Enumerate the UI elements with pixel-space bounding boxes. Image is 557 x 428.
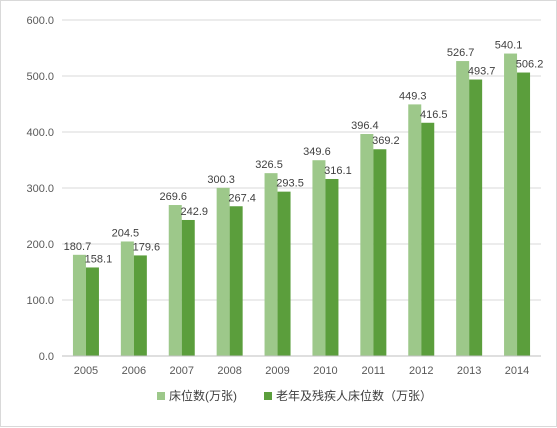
y-tick-label: 100.0	[26, 295, 54, 307]
data-label-series-1: 540.1	[495, 40, 523, 52]
bar-series-2	[517, 72, 531, 356]
y-tick-label: 200.0	[26, 239, 54, 251]
bar-series-2	[181, 219, 195, 356]
x-tick-label: 2005	[74, 365, 98, 377]
x-tick-label: 2011	[362, 365, 386, 377]
x-tick-label: 2008	[217, 365, 241, 377]
x-tick-label: 2012	[409, 365, 433, 377]
data-label-series-1: 526.7	[447, 47, 475, 59]
bar-series-2	[421, 122, 435, 356]
data-label-series-2: 316.1	[324, 165, 352, 177]
bar-series-2	[229, 206, 243, 356]
bar-series-1	[456, 61, 470, 356]
bar-series-2	[325, 178, 339, 356]
data-label-series-1: 349.6	[303, 146, 331, 158]
x-tick-label: 2006	[122, 365, 146, 377]
x-tick-label: 2009	[265, 365, 289, 377]
x-tick-label: 2013	[457, 365, 481, 377]
data-label-series-1: 204.5	[112, 227, 140, 239]
bar-series-2	[133, 255, 147, 356]
bar-series-1	[360, 134, 374, 356]
legend-swatch-series-2	[264, 392, 272, 400]
data-label-series-2: 293.5	[276, 178, 304, 190]
legend-swatch-series-1	[157, 392, 165, 400]
bar-series-1	[504, 53, 518, 356]
data-label-series-1: 396.4	[351, 120, 379, 132]
bar-series-1	[168, 205, 182, 356]
data-label-series-2: 416.5	[420, 109, 448, 121]
data-label-series-2: 506.2	[516, 59, 544, 71]
data-label-series-2: 179.6	[133, 241, 161, 253]
data-label-series-1: 326.5	[255, 159, 283, 171]
y-tick-label: 600.0	[26, 15, 54, 27]
legend-label-series-2: 老年及残疾人床位数（万张）	[276, 388, 432, 403]
bars	[72, 53, 531, 356]
legend: 床位数(万张) 老年及残疾人床位数（万张）	[157, 388, 432, 403]
x-tick-label: 2007	[170, 365, 194, 377]
data-label-series-2: 242.9	[180, 206, 208, 218]
bar-series-1	[72, 254, 86, 356]
bar-series-1	[120, 241, 134, 356]
data-label-series-2: 369.2	[372, 135, 400, 147]
data-label-series-1: 180.7	[64, 241, 92, 253]
bar-series-1	[312, 160, 326, 356]
bar-series-2	[85, 267, 99, 356]
bar-series-1	[216, 187, 230, 356]
bar-series-2	[373, 149, 387, 356]
y-tick-label: 300.0	[26, 183, 54, 195]
x-tick-label: 2014	[505, 365, 529, 377]
data-label-series-1: 300.3	[207, 174, 235, 186]
bar-series-1	[264, 173, 278, 356]
axes: 0.0 100.0 200.0 300.0 400.0 500.0 600.0 2005 200…	[26, 15, 541, 377]
data-label-series-2: 267.4	[228, 192, 256, 204]
data-label-series-2: 493.7	[468, 66, 496, 78]
data-label-series-2: 158.1	[85, 253, 113, 265]
data-label-series-1: 449.3	[399, 90, 427, 102]
bar-series-2	[277, 191, 291, 356]
y-tick-label: 500.0	[26, 71, 54, 83]
legend-label-series-1: 床位数(万张)	[169, 388, 237, 403]
bar-series-1	[408, 104, 422, 356]
bar-series-2	[469, 79, 483, 356]
y-tick-label: 0.0	[39, 351, 54, 363]
y-tick-label: 400.0	[26, 127, 54, 139]
data-label-series-1: 269.6	[159, 191, 187, 203]
x-tick-label: 2010	[313, 365, 337, 377]
